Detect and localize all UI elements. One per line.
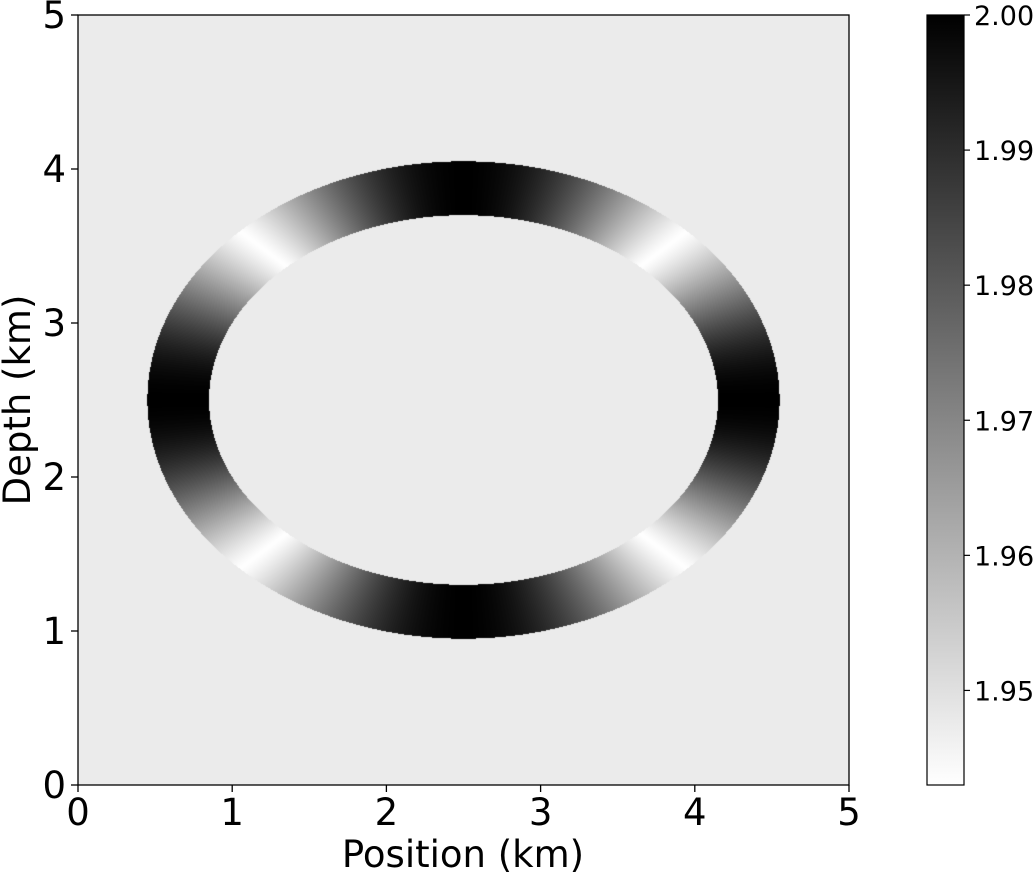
colorbar	[926, 14, 965, 786]
colorbar-axis: 1.95 1.96 1.97 1.98 1.99 2.00	[964, 1, 1034, 707]
x-tick-label: 1	[220, 791, 244, 834]
colorbar-tick-label: 1.98	[974, 271, 1034, 302]
x-tick-label: 3	[529, 791, 553, 834]
colorbar-tick-label: 1.99	[974, 136, 1034, 167]
heatmap-image	[78, 15, 849, 785]
colorbar-tick-label: 1.97	[974, 406, 1034, 437]
y-axis: 0 1 2 3 4 5	[42, 0, 78, 807]
y-axis-title: Depth (km)	[0, 295, 39, 506]
x-tick-label: 2	[375, 791, 399, 834]
heatmap-image-frame	[78, 15, 849, 785]
y-tick-label: 5	[42, 0, 66, 37]
x-tick-label: 0	[66, 791, 90, 834]
x-axis-title: Position (km)	[342, 833, 584, 876]
y-tick-label: 3	[42, 302, 66, 345]
plot-area-frame	[77, 14, 850, 786]
x-tick-label: 4	[683, 791, 707, 834]
x-axis: 0 1 2 3 4 5	[66, 785, 861, 834]
x-tick-label: 5	[837, 791, 861, 834]
colorbar-tick-label: 2.00	[974, 1, 1034, 32]
y-tick-label: 1	[42, 610, 66, 653]
colorbar-tick-label: 1.95	[974, 676, 1034, 707]
y-tick-label: 2	[42, 456, 66, 499]
y-tick-label: 4	[42, 148, 66, 191]
y-tick-label: 0	[42, 764, 66, 807]
colorbar-tick-label: 1.96	[974, 541, 1034, 572]
